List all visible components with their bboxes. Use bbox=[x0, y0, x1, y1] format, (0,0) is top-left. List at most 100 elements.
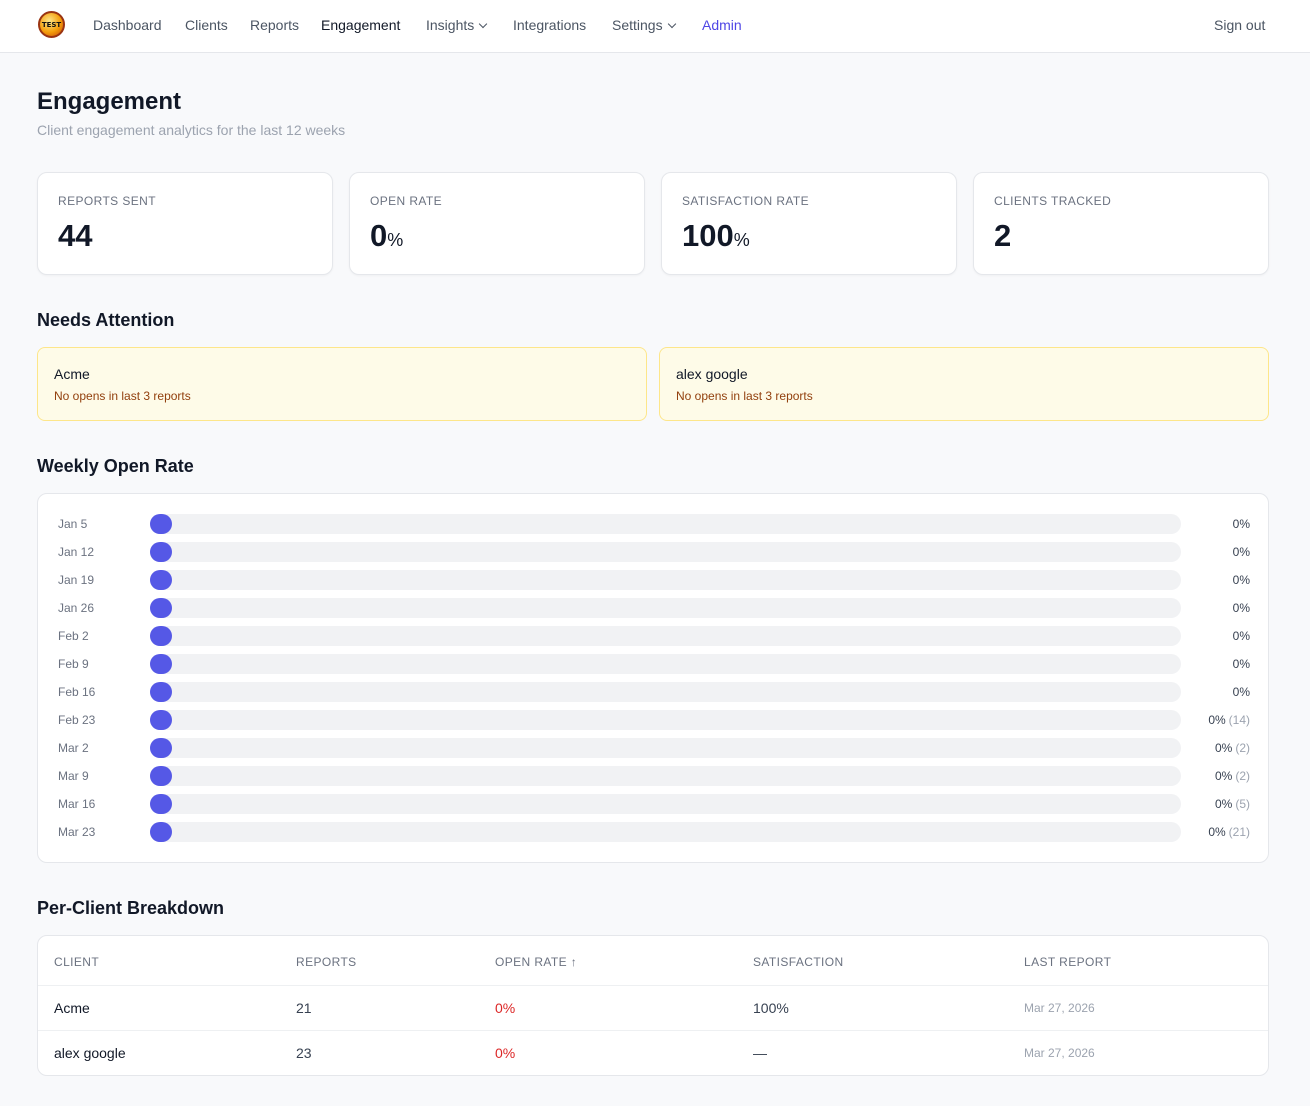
stat-value: 44 bbox=[58, 218, 92, 254]
nav-settings[interactable]: Settings bbox=[612, 17, 676, 33]
nav-insights[interactable]: Insights bbox=[426, 17, 488, 33]
chevron-down-icon bbox=[667, 19, 676, 29]
weekly-row: Feb 16 0% bbox=[38, 678, 1270, 706]
bar-fill bbox=[150, 514, 172, 534]
stat-value: 100% bbox=[682, 218, 750, 254]
client-breakdown-table: CLIENT REPORTS OPEN RATE ↑ SATISFACTION … bbox=[37, 935, 1269, 1076]
bar-track bbox=[150, 710, 1181, 730]
cell-reports: 23 bbox=[296, 1045, 312, 1061]
rate-value: 0% (14) bbox=[1208, 713, 1250, 727]
weekly-open-rate-chart: Jan 5 0% Jan 12 0% Jan 19 0% Jan 26 0% Feb 2 0% Fe… bbox=[37, 493, 1269, 863]
stat-value: 2 bbox=[994, 218, 1011, 254]
nav-settings-label: Settings bbox=[612, 17, 663, 33]
weekly-row: Jan 19 0% bbox=[38, 566, 1270, 594]
column-header-reports[interactable]: REPORTS bbox=[296, 955, 357, 969]
table-row[interactable]: Acme 21 0% 100% Mar 27, 2026 bbox=[38, 985, 1268, 1030]
rate-value: 0% bbox=[1233, 517, 1250, 531]
week-label: Feb 16 bbox=[58, 685, 96, 699]
nav-engagement[interactable]: Engagement bbox=[321, 17, 401, 33]
bar-track bbox=[150, 794, 1181, 814]
bar-fill bbox=[150, 598, 172, 618]
column-header-open-rate[interactable]: OPEN RATE ↑ bbox=[495, 955, 578, 969]
bar-track bbox=[150, 626, 1181, 646]
nav-admin[interactable]: Admin bbox=[702, 17, 742, 33]
stat-card-open-rate: OPEN RATE 0% bbox=[349, 172, 645, 275]
table-row[interactable]: alex google 23 0% — Mar 27, 2026 bbox=[38, 1030, 1268, 1075]
stat-number: 0 bbox=[370, 218, 388, 253]
sign-out-link[interactable]: Sign out bbox=[1214, 17, 1266, 33]
rate-percent: 0% bbox=[1232, 601, 1250, 615]
rate-percent: 0% bbox=[1232, 685, 1250, 699]
column-header-client[interactable]: CLIENT bbox=[54, 955, 100, 969]
cell-reports: 21 bbox=[296, 1000, 312, 1016]
attention-client-name: alex google bbox=[676, 366, 748, 382]
bar-track bbox=[150, 570, 1181, 590]
stat-label: CLIENTS TRACKED bbox=[994, 194, 1112, 208]
week-label: Mar 9 bbox=[58, 769, 89, 783]
rate-value: 0% (5) bbox=[1215, 797, 1250, 811]
rate-percent: 0% bbox=[1232, 573, 1250, 587]
stat-card-clients-tracked: CLIENTS TRACKED 2 bbox=[973, 172, 1269, 275]
week-label: Feb 2 bbox=[58, 629, 89, 643]
logo[interactable]: TEST bbox=[38, 11, 65, 38]
column-header-last-report[interactable]: LAST REPORT bbox=[1024, 955, 1112, 969]
chevron-down-icon bbox=[479, 19, 488, 29]
bar-fill bbox=[150, 822, 172, 842]
nav-reports[interactable]: Reports bbox=[250, 17, 300, 33]
needs-attention-heading: Needs Attention bbox=[37, 310, 175, 330]
weekly-row: Mar 2 0% (2) bbox=[38, 734, 1270, 762]
stat-value: 0% bbox=[370, 218, 403, 254]
stat-label: SATISFACTION RATE bbox=[682, 194, 810, 208]
bar-fill bbox=[150, 570, 172, 590]
nav-integrations[interactable]: Integrations bbox=[513, 17, 587, 33]
report-count: (2) bbox=[1235, 741, 1250, 755]
rate-percent: 0% bbox=[1214, 769, 1233, 783]
rate-percent: 0% bbox=[1232, 517, 1250, 531]
cell-open-rate: 0% bbox=[495, 1000, 516, 1016]
week-label: Jan 5 bbox=[58, 517, 88, 531]
report-count: (14) bbox=[1228, 713, 1250, 727]
bar-fill bbox=[150, 738, 172, 758]
week-label: Feb 9 bbox=[58, 657, 89, 671]
nav-clients[interactable]: Clients bbox=[185, 17, 228, 33]
weekly-row: Feb 2 0% bbox=[38, 622, 1270, 650]
report-count: (21) bbox=[1228, 825, 1250, 839]
bar-track bbox=[150, 542, 1181, 562]
cell-satisfaction: — bbox=[753, 1045, 767, 1061]
bar-fill bbox=[150, 682, 172, 702]
week-label: Jan 26 bbox=[58, 601, 95, 615]
weekly-row: Mar 16 0% (5) bbox=[38, 790, 1270, 818]
week-label: Jan 19 bbox=[58, 573, 95, 587]
report-count: (2) bbox=[1235, 769, 1250, 783]
week-label: Jan 12 bbox=[58, 545, 95, 559]
bar-fill bbox=[150, 542, 172, 562]
column-header-satisfaction[interactable]: SATISFACTION bbox=[753, 955, 844, 969]
bar-fill bbox=[150, 766, 172, 786]
bar-track bbox=[150, 598, 1181, 618]
stat-number: 100 bbox=[682, 218, 734, 253]
nav-dashboard[interactable]: Dashboard bbox=[93, 17, 162, 33]
nav-insights-label: Insights bbox=[426, 17, 475, 33]
logo-text: TEST bbox=[41, 21, 62, 29]
bar-track bbox=[150, 654, 1181, 674]
stat-suffix: % bbox=[387, 230, 404, 250]
cell-client: Acme bbox=[54, 1000, 90, 1016]
attention-card[interactable]: Acme No opens in last 3 reports bbox=[37, 347, 647, 421]
attention-card[interactable]: alex google No opens in last 3 reports bbox=[659, 347, 1269, 421]
stat-card-reports-sent: REPORTS SENT 44 bbox=[37, 172, 333, 275]
weekly-row: Mar 23 0% (21) bbox=[38, 818, 1270, 846]
rate-value: 0% bbox=[1233, 657, 1250, 671]
bar-track bbox=[150, 514, 1181, 534]
bar-track bbox=[150, 766, 1181, 786]
report-count: (5) bbox=[1235, 797, 1250, 811]
rate-percent: 0% bbox=[1214, 797, 1233, 811]
cell-last-report: Mar 27, 2026 bbox=[1024, 1046, 1095, 1060]
week-label: Mar 16 bbox=[58, 797, 96, 811]
bar-track bbox=[150, 822, 1181, 842]
bar-fill bbox=[150, 654, 172, 674]
stat-number: 44 bbox=[58, 218, 93, 253]
bar-fill bbox=[150, 710, 172, 730]
rate-value: 0% bbox=[1233, 545, 1250, 559]
rate-value: 0% (2) bbox=[1215, 769, 1250, 783]
page-title: Engagement bbox=[37, 88, 182, 115]
